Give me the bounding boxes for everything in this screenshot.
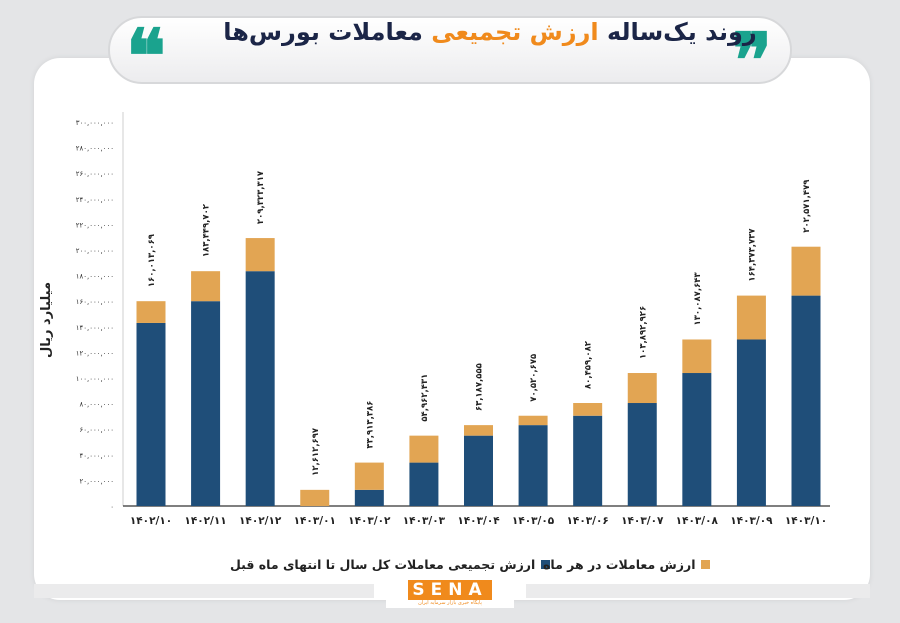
y-tick-label: ۶۰,۰۰۰,۰۰۰ [79, 426, 114, 434]
legend-label: ارزش معاملات در هر ماه [543, 557, 696, 572]
data-label-total: ۱۲,۶۱۲,۶۹۷ [311, 427, 321, 476]
footer-band-right [526, 584, 870, 598]
bar-monthly [245, 238, 275, 272]
bar-cumulative [518, 425, 548, 506]
y-axis-label: میلیارد ریال [39, 282, 54, 358]
bar-monthly [409, 435, 439, 463]
x-tick-label: ۱۴۰۳/۰۴ [457, 515, 500, 527]
bar-cumulative [245, 271, 275, 506]
y-tick-label: ۸۰,۰۰۰,۰۰۰ [79, 401, 114, 409]
y-tick-label: ۱۲۰,۰۰۰,۰۰۰ [76, 349, 114, 357]
legend-swatch-blue [541, 560, 551, 569]
x-tick-label: ۱۴۰۳/۰۵ [512, 515, 555, 527]
logo-subtitle: پایگاه خبری بازار سرمایه ایران [418, 600, 482, 606]
title-part2: معاملات بورس‌ها [223, 18, 423, 46]
sena-logo: SENA پایگاه خبری بازار سرمایه ایران [386, 580, 514, 608]
bar-cumulative [354, 489, 384, 506]
x-tick-label: ۱۴۰۳/۱۰ [785, 515, 827, 527]
bar-cumulative [191, 301, 221, 506]
logo-text: SENA [408, 580, 492, 600]
bar-monthly [518, 415, 548, 426]
data-label-total: ۸۰,۴۵۹,۰۸۲ [584, 340, 594, 389]
quote-close-icon: ❞ [732, 18, 772, 104]
x-tick-label: ۱۴۰۳/۰۹ [730, 515, 773, 527]
y-tick-label: ۴۰,۰۰۰,۰۰۰ [79, 452, 114, 460]
y-tick-label: ۲۰۰,۰۰۰,۰۰۰ [76, 247, 114, 255]
data-label-total: ۱۰۳,۸۹۲,۹۲۶ [638, 306, 648, 359]
y-tick-label: ۲۲۰,۰۰۰,۰۰۰ [76, 221, 114, 229]
y-tick-label: ۱۰۰,۰۰۰,۰۰۰ [76, 375, 114, 383]
legend-label: ارزش تجمیعی معاملات کل سال تا انتهای ماه… [230, 557, 536, 572]
title-highlight: ارزش تجمیعی [431, 18, 599, 46]
bar-monthly [682, 339, 712, 374]
data-label-total: ۳۳,۹۱۳,۳۸۶ [365, 401, 375, 449]
legend-swatch-orange [701, 560, 711, 569]
bar-monthly [791, 246, 821, 296]
legend-item-cumulative: ارزش تجمیعی معاملات کل سال تا انتهای ماه… [230, 557, 551, 572]
x-tick-label: ۱۴۰۳/۰۱ [294, 515, 336, 527]
bar-cumulative [409, 462, 439, 506]
bar-cumulative [627, 403, 657, 506]
bar-cumulative [464, 435, 493, 506]
data-label-total: ۷۰,۵۲۰,۶۷۵ [529, 354, 539, 402]
footer-band-left [34, 584, 374, 598]
x-tick-label: ۱۴۰۲/۱۲ [239, 515, 282, 527]
data-label-total: ۵۴,۹۶۲,۴۳۱ [420, 374, 430, 422]
bar-monthly [300, 489, 330, 506]
y-tick-label: ۲۶۰,۰۰۰,۰۰۰ [76, 170, 114, 178]
y-tick-label: ۲۴۰,۰۰۰,۰۰۰ [76, 196, 114, 204]
y-tick-label: ۳۰۰,۰۰۰,۰۰۰ [76, 119, 114, 127]
data-label-total: ۱۶۴,۳۷۳,۷۳۷ [747, 228, 757, 282]
bar-cumulative [736, 339, 766, 506]
y-tick-label: ۱۶۰,۰۰۰,۰۰۰ [76, 298, 114, 306]
data-label-total: ۱۶۰,۰۱۳,۰۶۹ [147, 233, 157, 287]
y-tick-label: ۱۸۰,۰۰۰,۰۰۰ [76, 273, 114, 281]
title-part1: روند یک‌ساله [606, 18, 757, 46]
data-label-total: ۱۳۰,۰۸۷,۶۴۳ [693, 272, 703, 326]
title-banner: ❝ ❞ [108, 16, 792, 98]
quote-open-icon: ❝ [126, 14, 166, 100]
x-tick-label: ۱۴۰۲/۱۱ [184, 515, 226, 527]
bar-cumulative [791, 295, 821, 506]
chart-card [34, 58, 870, 600]
bar-monthly [573, 403, 603, 416]
bar-monthly [354, 462, 384, 490]
y-tick-label: ۲۸۰,۰۰۰,۰۰۰ [76, 145, 114, 153]
data-label-total: ۲۰۲,۵۷۱,۴۷۹ [802, 179, 812, 233]
x-tick-label: ۱۴۰۳/۰۸ [676, 515, 719, 527]
x-tick-label: ۱۴۰۳/۰۳ [403, 515, 446, 527]
bar-monthly [464, 425, 493, 436]
bar-cumulative [682, 373, 712, 506]
x-tick-label: ۱۴۰۳/۰۷ [621, 515, 664, 527]
y-tick-label: ۱۴۰,۰۰۰,۰۰۰ [76, 324, 114, 332]
y-tick-label: ۰ [110, 503, 114, 511]
legend-item-monthly: ارزش معاملات در هر ماه [543, 557, 711, 572]
page-title: روند یک‌ساله ارزش تجمیعی معاملات بورس‌ها [190, 18, 790, 46]
bar-monthly [736, 295, 766, 340]
data-label-total: ۶۳,۱۸۷,۵۵۵ [475, 363, 485, 411]
y-tick-label: ۲۰,۰۰۰,۰۰۰ [79, 477, 114, 485]
bar-cumulative [136, 322, 166, 506]
bar-monthly [627, 373, 657, 404]
x-tick-label: ۱۴۰۳/۰۶ [567, 515, 609, 527]
data-label-total: ۱۸۳,۴۴۹,۷۰۲ [202, 203, 212, 257]
bar-cumulative [573, 415, 603, 506]
data-label-total: ۲۰۹,۳۲۳,۳۱۷ [256, 170, 266, 224]
bar-monthly [136, 301, 166, 323]
x-tick-label: ۱۴۰۳/۰۲ [348, 515, 391, 527]
x-tick-label: ۱۴۰۲/۱۰ [130, 515, 172, 527]
bar-monthly [191, 271, 221, 302]
